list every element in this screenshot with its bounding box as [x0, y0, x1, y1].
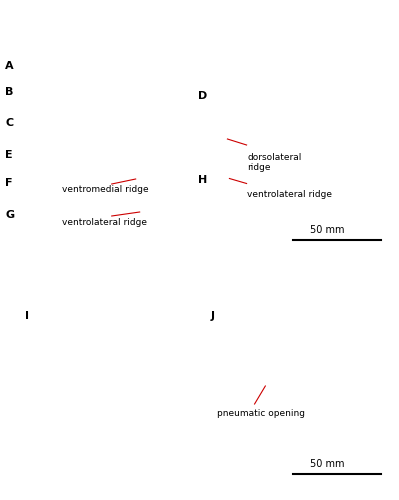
Text: E: E: [5, 150, 13, 160]
Text: I: I: [25, 311, 29, 321]
Text: ventrolateral ridge: ventrolateral ridge: [247, 190, 332, 199]
Text: J: J: [210, 311, 214, 321]
Text: 50 mm: 50 mm: [310, 459, 344, 469]
Text: ventrolateral ridge: ventrolateral ridge: [62, 218, 147, 227]
Text: dorsolateral
ridge: dorsolateral ridge: [247, 152, 302, 172]
Text: 50 mm: 50 mm: [310, 225, 344, 235]
Text: F: F: [5, 178, 13, 188]
Text: H: H: [198, 175, 207, 185]
Text: B: B: [5, 87, 14, 97]
Text: pneumatic opening: pneumatic opening: [217, 408, 306, 418]
Text: G: G: [5, 210, 14, 220]
Text: A: A: [5, 61, 14, 71]
Text: ventromedial ridge: ventromedial ridge: [62, 186, 148, 194]
Text: D: D: [198, 91, 207, 101]
Text: C: C: [5, 118, 13, 128]
